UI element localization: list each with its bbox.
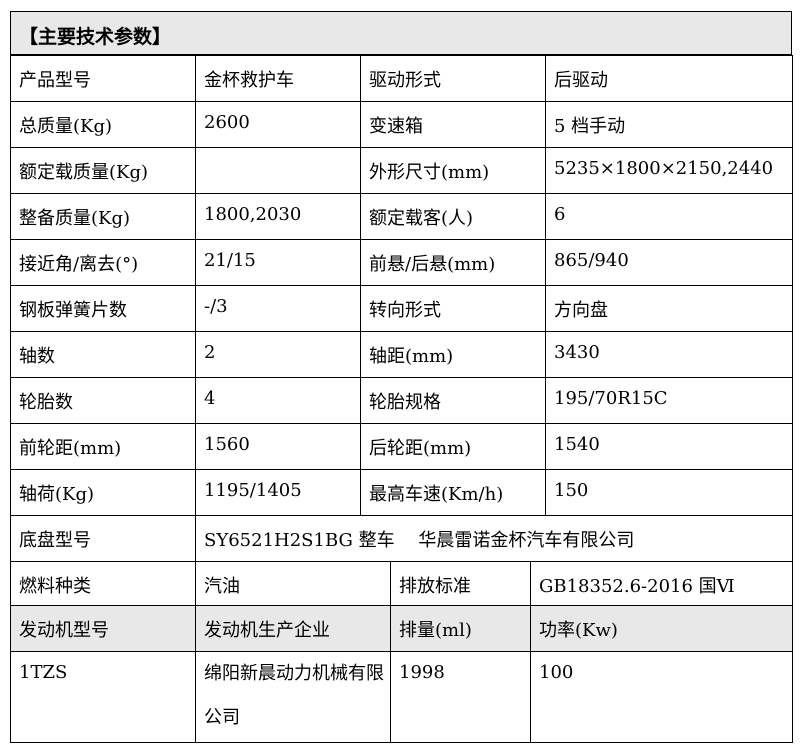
fuel-row-cell: 燃料种类 (10, 561, 196, 606)
spec-label: 额定载客(人) (360, 193, 546, 240)
spec-label: 额定载质量(Kg) (10, 147, 196, 194)
engine-header-cell: 发动机型号 (10, 605, 196, 652)
spec-value: 5235×1800×2150,2440 (545, 147, 793, 194)
engine-row-cell: 绵阳新晨动力机械有限公司 (195, 651, 391, 743)
spec-value: 5 档手动 (545, 101, 793, 148)
engine-header-cell: 排量(ml) (390, 605, 531, 652)
spec-label: 转向形式 (360, 285, 546, 332)
spec-value: 3430 (545, 331, 793, 378)
spec-label: 最高车速(Km/h) (360, 469, 546, 516)
spec-label: 前轮距(mm) (10, 423, 196, 470)
spec-label: 外形尺寸(mm) (360, 147, 546, 194)
spec-value: 6 (545, 193, 793, 240)
spec-label: 轴荷(Kg) (10, 469, 196, 516)
spec-value: 1560 (195, 423, 361, 470)
engine-row-cell: 1TZS (10, 651, 196, 743)
spec-label: 轴距(mm) (360, 331, 546, 378)
spec-value: 1540 (545, 423, 793, 470)
spec-label: 轮胎规格 (360, 377, 546, 424)
spec-value: 195/70R15C (545, 377, 793, 424)
spec-value: 21/15 (195, 239, 361, 286)
chassis-label: 底盘型号 (10, 515, 196, 562)
spec-value: 1195/1405 (195, 469, 361, 516)
engine-row-cell: 1998 (390, 651, 531, 743)
spec-value: -/3 (195, 285, 361, 332)
spec-label: 变速箱 (360, 101, 546, 148)
spec-value (195, 147, 361, 194)
spec-value: 2 (195, 331, 361, 378)
fuel-row-cell: 汽油 (195, 561, 391, 606)
spec-value: 金杯救护车 (195, 55, 361, 102)
chassis-value: SY6521H2S1BG 整车 华晨雷诺金杯汽车有限公司 (195, 515, 793, 562)
spec-value: 1800,2030 (195, 193, 361, 240)
table-title: 【主要技术参数】 (10, 11, 792, 55)
spec-label: 轮胎数 (10, 377, 196, 424)
spec-value: 865/940 (545, 239, 793, 286)
spec-label: 轴数 (10, 331, 196, 378)
spec-label: 总质量(Kg) (10, 101, 196, 148)
spec-value: 2600 (195, 101, 361, 148)
spec-value: 方向盘 (545, 285, 793, 332)
fuel-row-cell: 排放标准 (390, 561, 531, 606)
spec-value: 后驱动 (545, 55, 793, 102)
spec-value: 150 (545, 469, 793, 516)
engine-row-cell: 100 (530, 651, 793, 743)
spec-label: 驱动形式 (360, 55, 546, 102)
spec-label: 钢板弹簧片数 (10, 285, 196, 332)
engine-header-cell: 功率(Kw) (530, 605, 793, 652)
spec-value: 4 (195, 377, 361, 424)
engine-header-cell: 发动机生产企业 (195, 605, 391, 652)
fuel-row-cell: GB18352.6-2016 国Ⅵ (530, 561, 793, 606)
spec-label: 接近角/离去(°) (10, 239, 196, 286)
spec-label: 后轮距(mm) (360, 423, 546, 470)
spec-label: 产品型号 (10, 55, 196, 102)
spec-label: 整备质量(Kg) (10, 193, 196, 240)
spec-label: 前悬/后悬(mm) (360, 239, 546, 286)
